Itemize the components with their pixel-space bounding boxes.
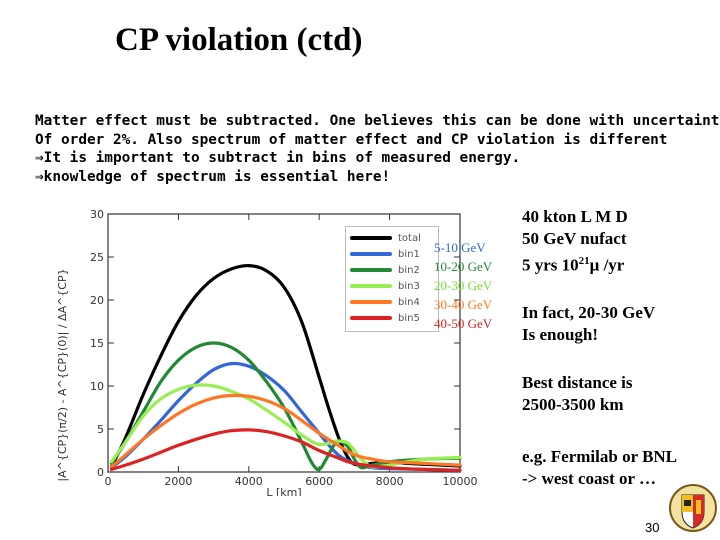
- y-axis-label: |A^{CP}(π/2) - A^{CP}(0)| / ΔA^{CP}: [56, 268, 69, 482]
- legend-label: bin2: [398, 264, 420, 276]
- fact-line: Is enough!: [522, 325, 599, 344]
- x-tick-label: 0: [105, 475, 112, 488]
- intro-line: ⇒It is important to subtract in bins of …: [35, 150, 521, 166]
- bin-range-label: 10-20 GeV: [434, 259, 493, 274]
- x-tick-label: 10000: [443, 475, 478, 488]
- y-tick-label: 15: [90, 337, 104, 350]
- legend-entry: total: [350, 231, 421, 245]
- legend-label: bin1: [398, 248, 420, 260]
- legend-swatch: [350, 268, 392, 272]
- energy-bin-labels: 5-10 GeV 10-20 GeV 20-30 GeV 30-40 GeV 4…: [434, 238, 492, 333]
- fact-line: In fact, 20-30 GeV: [522, 303, 656, 322]
- bin-range-label: 30-40 GeV: [434, 297, 493, 312]
- legend-swatch: [350, 252, 392, 256]
- exposure-exponent: 21: [578, 255, 590, 267]
- legend-entry: bin3: [350, 279, 420, 293]
- beam-line: 50 GeV nufact: [522, 229, 627, 248]
- geneva-crest-icon: [669, 484, 717, 532]
- legend-label: total: [398, 232, 421, 244]
- intro-line: ⇒knowledge of spectrum is essential here…: [35, 168, 391, 185]
- legend-entry: bin2: [350, 263, 420, 277]
- distance-line: Best distance is: [522, 373, 633, 392]
- exposure-line: 5 yrs 1021μ /yr: [522, 250, 628, 277]
- legend-swatch: [350, 284, 392, 288]
- series-line-bin5: [109, 428, 462, 472]
- bin-range-label: 5-10 GeV: [434, 240, 486, 255]
- example-text: e.g. Fermilab or BNL -> west coast or …: [522, 446, 677, 490]
- legend-entry: bin1: [350, 247, 420, 261]
- intro-line: Of order 2%. Also spectrum of matter eff…: [35, 131, 668, 148]
- legend-label: bin5: [398, 312, 420, 324]
- legend-entry: bin5: [350, 311, 420, 325]
- x-tick-label: 6000: [305, 475, 333, 488]
- exposure-prefix: 5 yrs 10: [522, 255, 579, 275]
- y-tick-label: 10: [90, 380, 104, 393]
- legend-label: bin4: [398, 296, 420, 308]
- muon-symbol: μ: [589, 255, 600, 275]
- legend-swatch: [350, 300, 392, 304]
- distance-text: Best distance is 2500-3500 km: [522, 372, 633, 416]
- exposure-suffix: /yr: [599, 255, 625, 275]
- detector-line: 40 kton L M D: [522, 207, 628, 226]
- x-tick-label: 8000: [376, 475, 404, 488]
- bin-range-label: 20-30 GeV: [434, 278, 493, 293]
- y-tick-label: 20: [90, 294, 104, 307]
- setup-text: 40 kton L M D 50 GeV nufact 5 yrs 1021μ …: [522, 206, 628, 277]
- legend-swatch: [350, 316, 392, 320]
- slide-title: CP violation (ctd): [115, 22, 363, 58]
- legend-swatch: [350, 236, 392, 240]
- example-line: e.g. Fermilab or BNL: [522, 447, 678, 466]
- x-axis-label: L [km]: [266, 486, 301, 496]
- distance-line: 2500-3500 km: [522, 395, 624, 414]
- y-tick-label: 25: [90, 251, 104, 264]
- example-line: -> west coast or …: [522, 469, 657, 488]
- intro-line: Matter effect must be subtracted. One be…: [35, 113, 720, 129]
- plot-legend: total bin1 bin2 bin3 bin4 bin5: [345, 226, 439, 332]
- series-line-bin4: [109, 393, 462, 469]
- intro-text: Matter effect must be subtracted. One be…: [35, 112, 720, 186]
- page-number: 30: [645, 520, 660, 535]
- x-tick-label: 4000: [235, 475, 263, 488]
- legend-entry: bin4: [350, 295, 420, 309]
- y-tick-label: 0: [97, 466, 104, 479]
- bin-range-label: 40-50 GeV: [434, 316, 493, 331]
- y-tick-label: 5: [97, 423, 104, 436]
- x-tick-label: 2000: [164, 475, 192, 488]
- fact-text: In fact, 20-30 GeV Is enough!: [522, 302, 655, 346]
- y-tick-label: 30: [90, 208, 104, 221]
- legend-label: bin3: [398, 280, 420, 292]
